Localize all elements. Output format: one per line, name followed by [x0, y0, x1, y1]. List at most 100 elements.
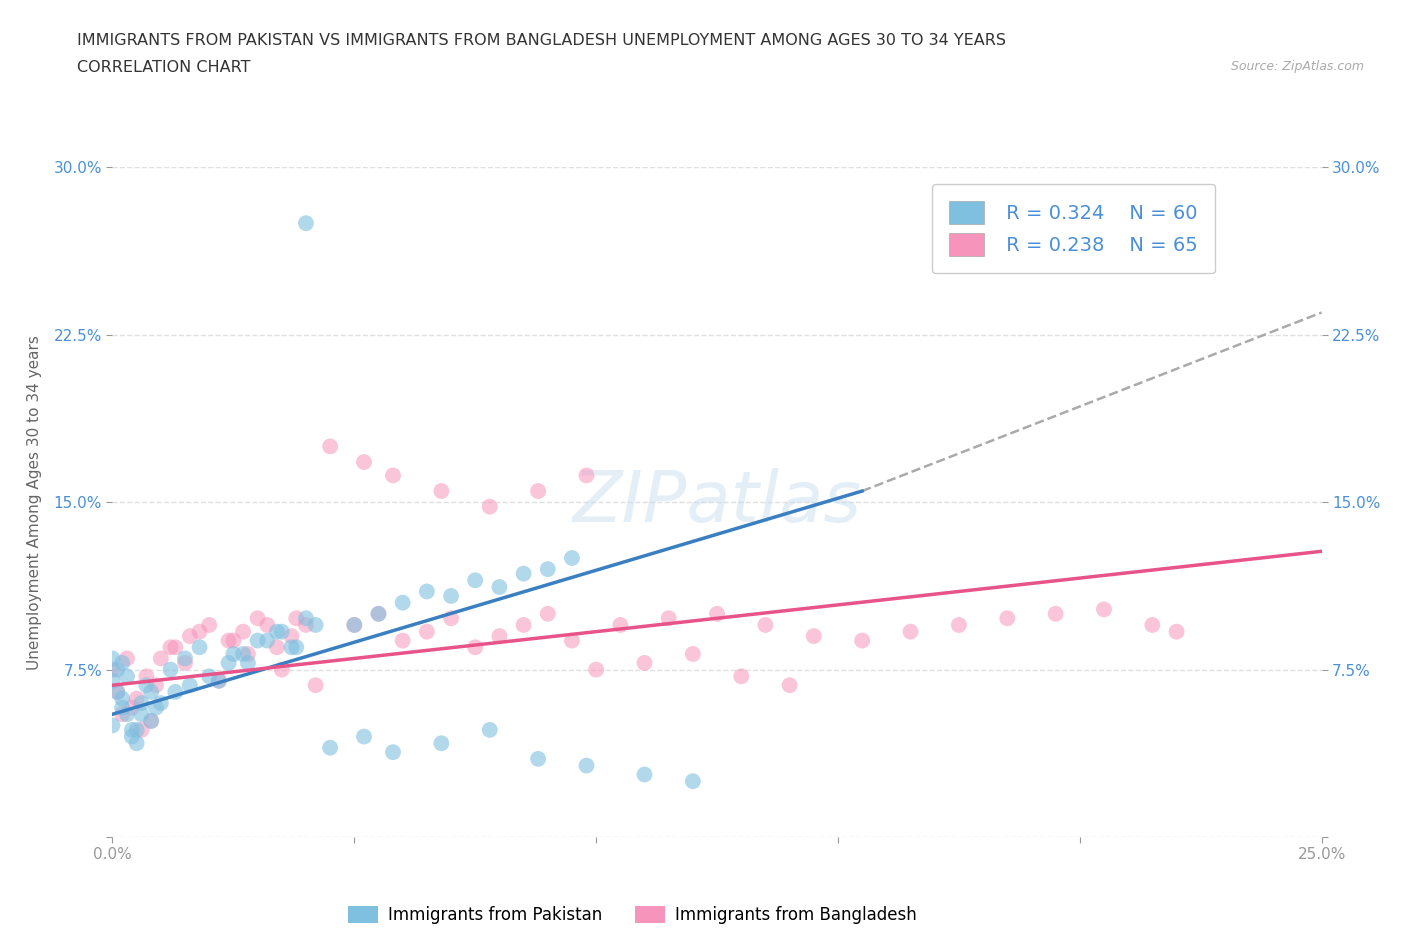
Immigrants from Bangladesh: [174, 656, 197, 671]
Immigrants from Pakistan: [165, 684, 187, 699]
Immigrants from Pakistan: [353, 729, 375, 744]
Immigrants from Pakistan: [280, 640, 302, 655]
Immigrants from Bangladesh: [280, 629, 302, 644]
Immigrants from Bangladesh: [575, 468, 598, 483]
Immigrants from Pakistan: [141, 713, 163, 728]
Immigrants from Bangladesh: [1166, 624, 1188, 639]
Immigrants from Bangladesh: [561, 633, 583, 648]
Immigrants from Bangladesh: [537, 606, 560, 621]
Immigrants from Pakistan: [222, 646, 245, 661]
Immigrants from Bangladesh: [416, 624, 439, 639]
Immigrants from Pakistan: [430, 736, 453, 751]
Immigrants from Bangladesh: [633, 656, 655, 671]
Immigrants from Pakistan: [367, 606, 389, 621]
Immigrants from Pakistan: [488, 579, 510, 594]
Immigrants from Bangladesh: [149, 651, 172, 666]
Immigrants from Pakistan: [149, 696, 172, 711]
Immigrants from Pakistan: [285, 640, 308, 655]
Immigrants from Bangladesh: [125, 691, 148, 706]
Immigrants from Pakistan: [391, 595, 413, 610]
Immigrants from Pakistan: [633, 767, 655, 782]
Immigrants from Bangladesh: [232, 624, 254, 639]
Immigrants from Pakistan: [198, 669, 221, 684]
Immigrants from Bangladesh: [179, 629, 201, 644]
Immigrants from Pakistan: [561, 551, 583, 565]
Immigrants from Bangladesh: [304, 678, 326, 693]
Immigrants from Bangladesh: [115, 651, 138, 666]
Immigrants from Bangladesh: [464, 640, 486, 655]
Immigrants from Bangladesh: [343, 618, 366, 632]
Immigrants from Bangladesh: [948, 618, 970, 632]
Immigrants from Bangladesh: [754, 618, 776, 632]
Immigrants from Pakistan: [188, 640, 211, 655]
Immigrants from Pakistan: [125, 736, 148, 751]
Immigrants from Pakistan: [256, 633, 278, 648]
Immigrants from Pakistan: [131, 696, 153, 711]
Immigrants from Bangladesh: [246, 611, 269, 626]
Immigrants from Pakistan: [682, 774, 704, 789]
Immigrants from Pakistan: [121, 723, 143, 737]
Immigrants from Bangladesh: [682, 646, 704, 661]
Immigrants from Bangladesh: [105, 684, 128, 699]
Immigrants from Bangladesh: [430, 484, 453, 498]
Immigrants from Bangladesh: [319, 439, 342, 454]
Immigrants from Bangladesh: [391, 633, 413, 648]
Immigrants from Pakistan: [512, 566, 534, 581]
Immigrants from Pakistan: [174, 651, 197, 666]
Immigrants from Pakistan: [101, 718, 124, 733]
Immigrants from Pakistan: [304, 618, 326, 632]
Immigrants from Pakistan: [270, 624, 292, 639]
Immigrants from Bangladesh: [478, 499, 501, 514]
Immigrants from Pakistan: [440, 589, 463, 604]
Immigrants from Bangladesh: [488, 629, 510, 644]
Immigrants from Pakistan: [115, 707, 138, 722]
Immigrants from Pakistan: [266, 624, 288, 639]
Immigrants from Bangladesh: [165, 640, 187, 655]
Immigrants from Pakistan: [232, 646, 254, 661]
Immigrants from Bangladesh: [353, 455, 375, 470]
Immigrants from Pakistan: [101, 673, 124, 688]
Immigrants from Pakistan: [125, 723, 148, 737]
Immigrants from Bangladesh: [208, 673, 231, 688]
Immigrants from Bangladesh: [367, 606, 389, 621]
Immigrants from Pakistan: [295, 216, 318, 231]
Immigrants from Bangladesh: [730, 669, 752, 684]
Immigrants from Pakistan: [478, 723, 501, 737]
Immigrants from Pakistan: [295, 611, 318, 626]
Immigrants from Bangladesh: [440, 611, 463, 626]
Immigrants from Pakistan: [111, 700, 134, 715]
Immigrants from Bangladesh: [135, 669, 157, 684]
Immigrants from Bangladesh: [658, 611, 681, 626]
Immigrants from Bangladesh: [131, 723, 153, 737]
Text: ZIPatlas: ZIPatlas: [572, 468, 862, 537]
Immigrants from Bangladesh: [527, 484, 550, 498]
Immigrants from Bangladesh: [159, 640, 181, 655]
Immigrants from Bangladesh: [1092, 602, 1115, 617]
Immigrants from Bangladesh: [585, 662, 607, 677]
Text: IMMIGRANTS FROM PAKISTAN VS IMMIGRANTS FROM BANGLADESH UNEMPLOYMENT AMONG AGES 3: IMMIGRANTS FROM PAKISTAN VS IMMIGRANTS F…: [77, 33, 1007, 47]
Immigrants from Pakistan: [145, 700, 167, 715]
Immigrants from Pakistan: [575, 758, 598, 773]
Immigrants from Bangladesh: [121, 700, 143, 715]
Immigrants from Bangladesh: [1045, 606, 1067, 621]
Immigrants from Bangladesh: [101, 662, 124, 677]
Immigrants from Bangladesh: [1142, 618, 1164, 632]
Immigrants from Bangladesh: [141, 713, 163, 728]
Immigrants from Pakistan: [115, 669, 138, 684]
Immigrants from Bangladesh: [295, 618, 318, 632]
Immigrants from Bangladesh: [512, 618, 534, 632]
Immigrants from Bangladesh: [266, 640, 288, 655]
Immigrants from Bangladesh: [222, 633, 245, 648]
Text: Source: ZipAtlas.com: Source: ZipAtlas.com: [1230, 60, 1364, 73]
Immigrants from Pakistan: [105, 684, 128, 699]
Legend: Immigrants from Pakistan, Immigrants from Bangladesh: Immigrants from Pakistan, Immigrants fro…: [342, 899, 924, 930]
Immigrants from Bangladesh: [111, 707, 134, 722]
Immigrants from Bangladesh: [609, 618, 631, 632]
Immigrants from Pakistan: [179, 678, 201, 693]
Immigrants from Bangladesh: [382, 468, 405, 483]
Immigrants from Pakistan: [121, 729, 143, 744]
Immigrants from Pakistan: [111, 656, 134, 671]
Immigrants from Pakistan: [218, 656, 240, 671]
Immigrants from Pakistan: [319, 740, 342, 755]
Immigrants from Bangladesh: [145, 678, 167, 693]
